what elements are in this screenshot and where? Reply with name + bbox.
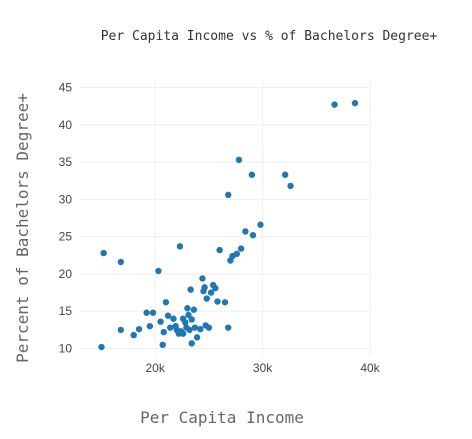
data-point[interactable] bbox=[237, 245, 245, 252]
data-points bbox=[98, 99, 359, 351]
data-point[interactable] bbox=[143, 309, 150, 316]
data-point[interactable] bbox=[199, 275, 206, 282]
y-tick-label: 35 bbox=[59, 155, 73, 169]
data-point[interactable] bbox=[205, 324, 213, 331]
data-point[interactable] bbox=[188, 316, 195, 323]
data-point[interactable] bbox=[212, 284, 219, 292]
data-point[interactable] bbox=[281, 171, 289, 178]
data-point[interactable] bbox=[203, 295, 210, 302]
data-point[interactable] bbox=[186, 326, 193, 334]
data-point[interactable] bbox=[98, 343, 105, 351]
data-point[interactable] bbox=[188, 340, 195, 347]
data-point[interactable] bbox=[257, 221, 264, 228]
data-point[interactable] bbox=[331, 101, 338, 108]
data-point[interactable] bbox=[182, 319, 189, 326]
data-point[interactable] bbox=[287, 182, 294, 190]
data-point[interactable] bbox=[162, 299, 170, 306]
data-point[interactable] bbox=[197, 325, 204, 333]
y-tick-label: 30 bbox=[59, 192, 73, 206]
data-point[interactable] bbox=[225, 324, 232, 331]
data-point[interactable] bbox=[207, 289, 215, 296]
x-axis-title: Per Capita Income bbox=[140, 408, 304, 427]
data-point[interactable] bbox=[233, 250, 241, 258]
data-point[interactable] bbox=[193, 334, 201, 341]
data-point[interactable] bbox=[157, 318, 164, 325]
data-point[interactable] bbox=[216, 246, 223, 254]
data-point[interactable] bbox=[159, 341, 166, 349]
data-point[interactable] bbox=[146, 322, 154, 330]
data-point[interactable] bbox=[190, 306, 198, 313]
data-point[interactable] bbox=[176, 243, 184, 250]
data-point[interactable] bbox=[149, 309, 157, 316]
y-axis-title: Percent of Bachelors Degree+ bbox=[13, 93, 32, 363]
data-point[interactable] bbox=[179, 330, 187, 337]
data-point[interactable] bbox=[184, 305, 191, 312]
chart-title: Per Capita Income vs % of Bachelors Degr… bbox=[101, 29, 438, 44]
tick-labels: 10 15 20 25 30 35 40 45 20k 30k 40k bbox=[59, 80, 381, 375]
data-point[interactable] bbox=[135, 325, 143, 333]
data-point[interactable] bbox=[201, 284, 208, 291]
data-point[interactable] bbox=[100, 249, 107, 257]
x-tick-label: 20k bbox=[146, 361, 166, 375]
data-point[interactable] bbox=[185, 311, 192, 319]
y-tick-label: 10 bbox=[59, 342, 73, 356]
y-tick-label: 20 bbox=[59, 267, 73, 281]
data-point[interactable] bbox=[214, 298, 221, 305]
data-point[interactable] bbox=[170, 315, 177, 322]
data-point[interactable] bbox=[155, 267, 162, 275]
data-point[interactable] bbox=[248, 171, 256, 178]
data-point[interactable] bbox=[130, 331, 137, 339]
data-point[interactable] bbox=[167, 324, 174, 331]
data-point[interactable] bbox=[160, 328, 167, 336]
data-point[interactable] bbox=[187, 286, 194, 293]
y-tick-label: 40 bbox=[59, 118, 73, 132]
data-point[interactable] bbox=[221, 299, 229, 306]
x-tick-label: 30k bbox=[253, 361, 273, 375]
y-tick-label: 25 bbox=[59, 230, 73, 244]
data-point[interactable] bbox=[249, 231, 257, 239]
y-tick-label: 45 bbox=[59, 80, 73, 94]
data-point[interactable] bbox=[191, 324, 199, 331]
data-point[interactable] bbox=[117, 258, 125, 266]
y-tick-label: 15 bbox=[59, 304, 73, 318]
data-point[interactable] bbox=[117, 326, 125, 334]
data-point[interactable] bbox=[351, 99, 359, 107]
data-point[interactable] bbox=[164, 312, 172, 319]
x-tick-label: 40k bbox=[360, 361, 380, 375]
data-point[interactable] bbox=[242, 228, 249, 235]
gridlines bbox=[80, 80, 371, 356]
data-point[interactable] bbox=[235, 156, 243, 164]
data-point[interactable] bbox=[225, 191, 232, 199]
